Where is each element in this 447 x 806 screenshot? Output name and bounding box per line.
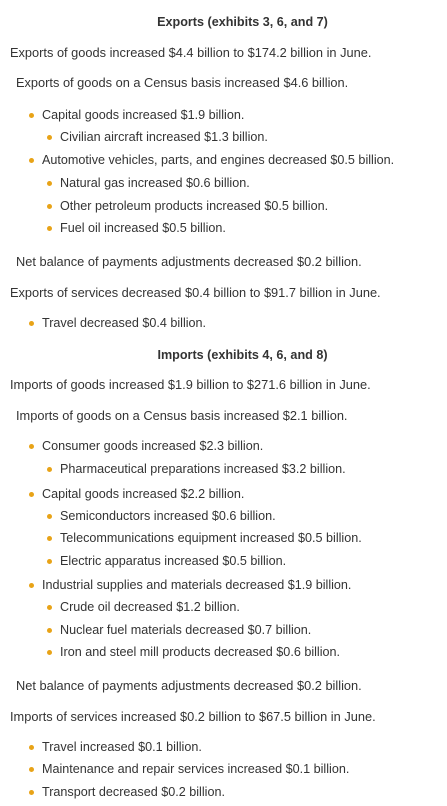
bullet-icon: [47, 204, 52, 209]
exports-travel-item: Travel decreased $0.4 billion.: [29, 315, 207, 331]
list-item-text: Maintenance and repair services increase…: [42, 762, 350, 776]
imports-pharmaceutical-item: Pharmaceutical preparations increased $3…: [47, 461, 346, 477]
bullet-icon: [47, 514, 52, 519]
list-item-text: Industrial supplies and materials decrea…: [42, 578, 352, 592]
list-item-text: Other petroleum products increased $0.5 …: [60, 199, 329, 213]
imports-capital-goods-item: Capital goods increased $2.2 billion.: [29, 486, 245, 502]
imports-bop-adjustments: Net balance of payments adjustments decr…: [16, 678, 362, 693]
bullet-icon: [47, 467, 52, 472]
bullet-icon: [29, 745, 34, 750]
bullet-icon: [47, 605, 52, 610]
bullet-icon: [29, 767, 34, 772]
exports-heading: Exports (exhibits 3, 6, and 7): [157, 15, 328, 29]
list-item-text: Capital goods increased $2.2 billion.: [42, 487, 245, 501]
list-item-text: Consumer goods increased $2.3 billion.: [42, 439, 264, 453]
list-item-text: Travel decreased $0.4 billion.: [42, 316, 207, 330]
bullet-icon: [47, 559, 52, 564]
list-item-text: Crude oil decreased $1.2 billion.: [60, 600, 240, 614]
bullet-icon: [29, 583, 34, 588]
bullet-icon: [47, 226, 52, 231]
imports-consumer-goods-item: Consumer goods increased $2.3 billion.: [29, 438, 264, 454]
exports-goods-summary: Exports of goods increased $4.4 billion …: [10, 45, 372, 60]
bullet-icon: [47, 628, 52, 633]
list-item-text: Capital goods increased $1.9 billion.: [42, 108, 245, 122]
exports-services-summary: Exports of services decreased $0.4 billi…: [10, 285, 381, 300]
list-item-text: Automotive vehicles, parts, and engines …: [42, 153, 395, 167]
exports-automotive-item: Automotive vehicles, parts, and engines …: [29, 152, 395, 168]
list-item-text: Iron and steel mill products decreased $…: [60, 645, 341, 659]
bullet-icon: [47, 650, 52, 655]
list-item-text: Pharmaceutical preparations increased $3…: [60, 462, 346, 476]
list-item-text: Nuclear fuel materials decreased $0.7 bi…: [60, 623, 312, 637]
imports-telecom-item: Telecommunications equipment increased $…: [47, 530, 362, 546]
bullet-icon: [29, 321, 34, 326]
imports-census-summary: Imports of goods on a Census basis incre…: [16, 408, 348, 423]
imports-goods-summary: Imports of goods increased $1.9 billion …: [10, 377, 371, 392]
imports-iron-steel-item: Iron and steel mill products decreased $…: [47, 644, 341, 660]
list-item-text: Semiconductors increased $0.6 billion.: [60, 509, 276, 523]
list-item-text: Transport decreased $0.2 billion.: [42, 785, 225, 799]
imports-travel-item: Travel increased $0.1 billion.: [29, 739, 202, 755]
imports-transport-item: Transport decreased $0.2 billion.: [29, 784, 225, 800]
bullet-icon: [47, 181, 52, 186]
bullet-icon: [47, 135, 52, 140]
imports-nuclear-fuel-item: Nuclear fuel materials decreased $0.7 bi…: [47, 622, 312, 638]
imports-electric-apparatus-item: Electric apparatus increased $0.5 billio…: [47, 553, 287, 569]
list-item-text: Civilian aircraft increased $1.3 billion…: [60, 130, 268, 144]
bullet-icon: [29, 790, 34, 795]
imports-crude-oil-item: Crude oil decreased $1.2 billion.: [47, 599, 240, 615]
exports-civilian-aircraft-item: Civilian aircraft increased $1.3 billion…: [47, 129, 268, 145]
list-item-text: Telecommunications equipment increased $…: [60, 531, 362, 545]
list-item-text: Travel increased $0.1 billion.: [42, 740, 202, 754]
exports-bop-adjustments: Net balance of payments adjustments decr…: [16, 254, 362, 269]
imports-semiconductors-item: Semiconductors increased $0.6 billion.: [47, 508, 276, 524]
bullet-icon: [29, 113, 34, 118]
exports-natural-gas-item: Natural gas increased $0.6 billion.: [47, 175, 250, 191]
exports-fuel-oil-item: Fuel oil increased $0.5 billion.: [47, 220, 226, 236]
exports-other-petroleum-item: Other petroleum products increased $0.5 …: [47, 198, 329, 214]
imports-maintenance-item: Maintenance and repair services increase…: [29, 761, 350, 777]
imports-industrial-supplies-item: Industrial supplies and materials decrea…: [29, 577, 352, 593]
list-item-text: Electric apparatus increased $0.5 billio…: [60, 554, 287, 568]
bullet-icon: [47, 536, 52, 541]
exports-census-summary: Exports of goods on a Census basis incre…: [16, 75, 349, 90]
list-item-text: Natural gas increased $0.6 billion.: [60, 176, 250, 190]
imports-heading: Imports (exhibits 4, 6, and 8): [157, 348, 328, 362]
bullet-icon: [29, 444, 34, 449]
list-item-text: Fuel oil increased $0.5 billion.: [60, 221, 226, 235]
exports-capital-goods-item: Capital goods increased $1.9 billion.: [29, 107, 245, 123]
bullet-icon: [29, 158, 34, 163]
bullet-icon: [29, 492, 34, 497]
imports-services-summary: Imports of services increased $0.2 billi…: [10, 709, 376, 724]
